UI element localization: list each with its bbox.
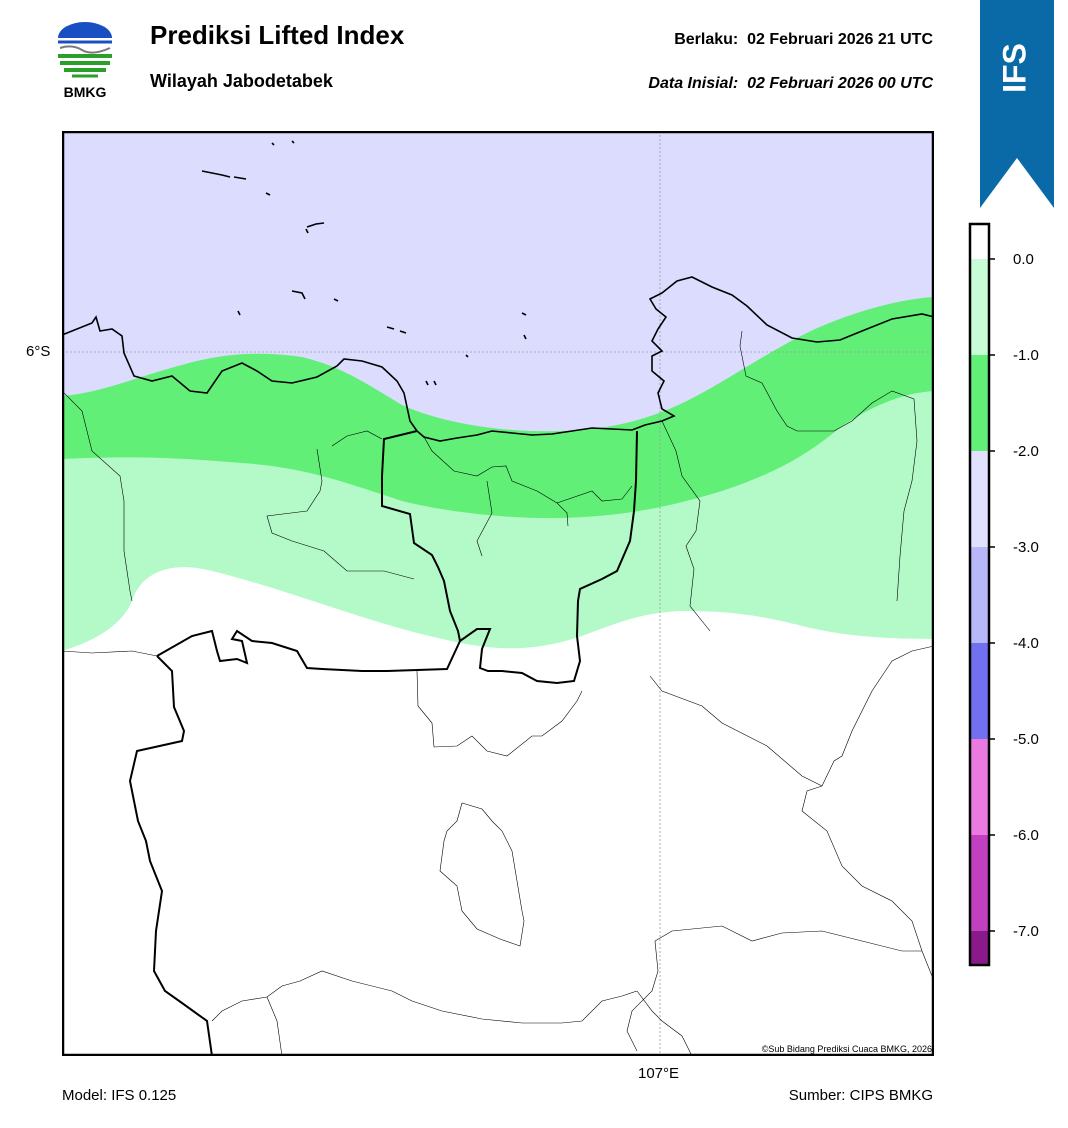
colorbar-tick-label: -2.0: [1013, 443, 1039, 460]
valid-time: Berlaku: 02 Februari 2026 21 UTC: [674, 31, 933, 49]
model-info: Model: IFS 0.125: [62, 1087, 177, 1104]
colorbar-band: [970, 931, 989, 965]
colorbar-band: [970, 547, 989, 643]
colorbar-band: [970, 355, 989, 451]
init-label: Data Inisial:: [648, 75, 739, 92]
ribbon-text: IFS: [996, 43, 1032, 93]
coastline: [62, 276, 934, 442]
colorbar-tick-label: -4.0: [1013, 635, 1039, 652]
map-frame: [62, 131, 934, 1056]
forecast-map: [62, 131, 934, 1056]
colorbar: 0.0 -1.0 -2.0 -3.0 -4.0 -5.0 -6.0 -7.0: [968, 222, 1068, 968]
model-ribbon: IFS: [980, 0, 1054, 210]
ribbon-shape: [980, 0, 1054, 208]
colorbar-tick-label: -6.0: [1013, 827, 1039, 844]
init-time: Data Inisial: 02 Februari 2026 00 UTC: [648, 75, 933, 93]
bmkg-logo-icon: BMKG: [58, 22, 112, 100]
colorbar-band-top: [970, 224, 989, 259]
region-purple: [62, 131, 934, 432]
colorbar-frame: [968, 222, 991, 967]
province-boundary-jakarta: [381, 430, 638, 685]
colorbar-band: [970, 835, 989, 931]
islands: [201, 140, 527, 386]
copyright-text: ©Sub Bidang Prediksi Cuaca BMKG, 2026: [761, 1044, 932, 1054]
longitude-label: 107°E: [638, 1065, 680, 1082]
colorbar-band: [970, 643, 989, 739]
page-subtitle: Wilayah Jabodetabek: [150, 71, 333, 91]
colorbar-svg: 0.0 -1.0 -2.0 -3.0 -4.0 -5.0 -6.0 -7.0: [968, 222, 1039, 967]
colorbar-tick-label: -1.0: [1013, 347, 1039, 364]
valid-value: 02 Februari 2026 21 UTC: [747, 31, 933, 48]
page-title: Prediksi Lifted Index: [150, 20, 405, 50]
district-boundaries: [62, 330, 934, 1056]
colorbar-tick-label: -3.0: [1013, 539, 1039, 556]
valid-label: Berlaku:: [674, 31, 739, 48]
logo-text: BMKG: [64, 84, 107, 100]
colorbar-band: [970, 259, 989, 355]
init-value: 02 Februari 2026 00 UTC: [747, 75, 933, 92]
colorbar-tick-label: 0.0: [1013, 251, 1034, 268]
source-info: Sumber: CIPS BMKG: [788, 1087, 933, 1104]
bmkg-logo: BMKG: [52, 20, 118, 102]
colorbar-tick-label: -5.0: [1013, 731, 1039, 748]
map-svg: [62, 131, 934, 1056]
region-white-bottom: [62, 567, 934, 1056]
colorbar-tick-label: -7.0: [1013, 923, 1039, 940]
province-boundary-west: [128, 655, 213, 1056]
colorbar-band: [970, 451, 989, 547]
colorbar-band: [970, 739, 989, 835]
province-boundary-south: [156, 629, 461, 672]
latitude-label: 6°S: [26, 343, 51, 360]
